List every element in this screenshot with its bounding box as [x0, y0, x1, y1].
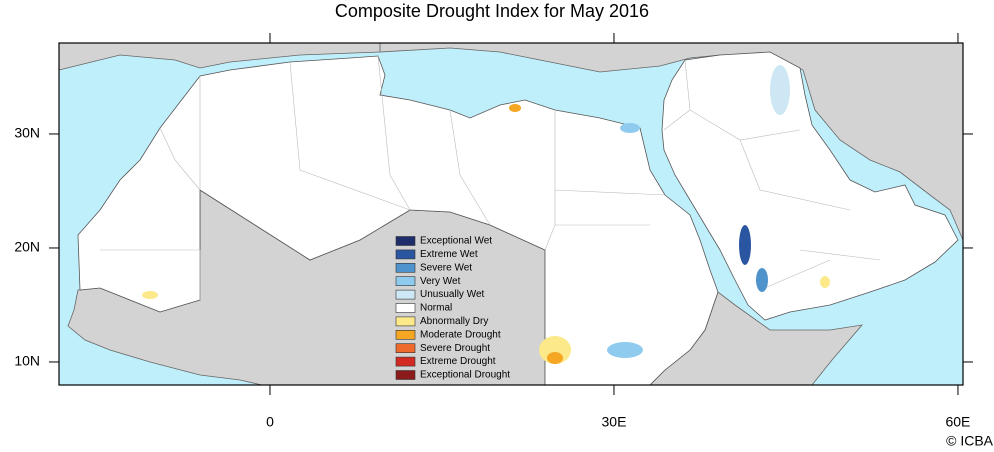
y-tick-label: 30N [14, 125, 40, 141]
legend-swatch [395, 262, 416, 273]
legend-swatch [395, 236, 416, 246]
country-borders [100, 55, 881, 300]
dry-patch [539, 336, 571, 364]
wet-patch [770, 65, 790, 115]
x-tick-label: 60E [945, 414, 970, 430]
legend-label: Unusually Wet [420, 289, 485, 300]
arabia-levant [661, 51, 959, 321]
map-area [58, 42, 964, 386]
legend-swatch [395, 249, 416, 260]
legend-label: Very Wet [420, 276, 461, 287]
dry-patch [547, 352, 563, 364]
x-tick-label: 0 [266, 414, 274, 430]
legend-swatch [395, 289, 416, 300]
map-frame [58, 42, 964, 386]
credit: © ICBA [946, 433, 994, 449]
legend-swatch [395, 370, 416, 380]
x-tick-label: 30E [602, 414, 627, 430]
wet-patch [739, 225, 751, 265]
legend-swatch [395, 316, 416, 327]
legend-swatch [395, 303, 416, 313]
y-tick-label: 10N [14, 353, 40, 369]
legend-swatch [395, 356, 416, 367]
legend-label: Normal [420, 303, 452, 314]
dry-patch [820, 276, 830, 288]
legend-label: Extreme Drought [420, 356, 496, 367]
legend-label: Severe Drought [420, 343, 490, 354]
north-africa [77, 55, 719, 386]
legend-label: Severe Wet [420, 262, 472, 273]
wet-patch [756, 268, 768, 292]
legend-swatch [395, 276, 416, 287]
legend-label: Extreme Wet [420, 249, 478, 260]
dry-patch [142, 291, 158, 299]
legend-label: Moderate Drought [420, 329, 501, 340]
legend-label: Exceptional Drought [420, 370, 510, 381]
legend-swatch [395, 343, 416, 354]
dry-patch [509, 104, 521, 112]
legend-label: Abnormally Dry [420, 316, 488, 327]
y-tick-label: 20N [14, 239, 40, 255]
index-patches [142, 65, 830, 364]
wet-patch [620, 123, 640, 133]
legend-swatch [395, 329, 416, 340]
map-title: Composite Drought Index for May 2016 [335, 1, 649, 21]
legend-label: Exceptional Wet [420, 236, 492, 247]
wet-patch [607, 342, 643, 358]
